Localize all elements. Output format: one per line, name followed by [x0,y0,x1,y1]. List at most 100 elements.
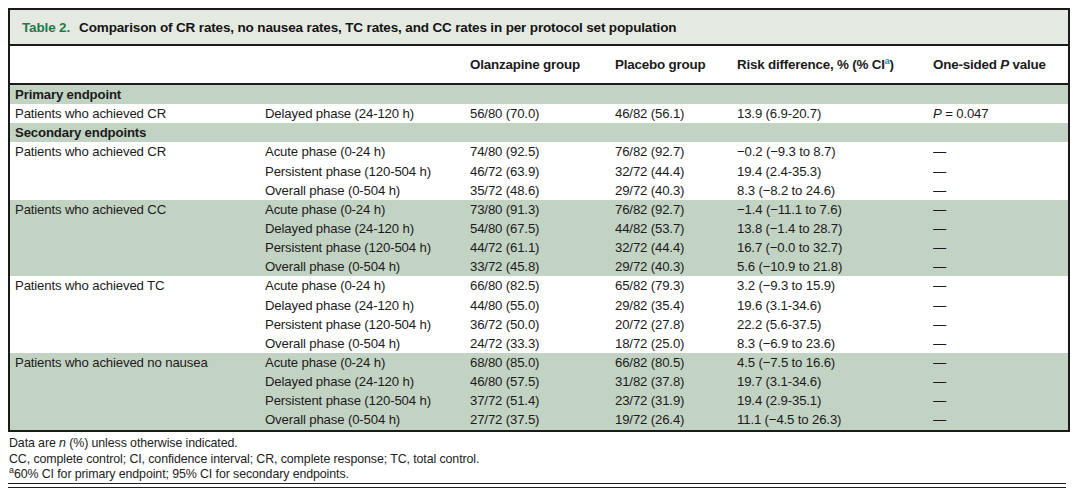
footnote-ci-note: a60% CI for primary endpoint; 95% CI for… [9,467,1067,483]
phase-cell: Overall phase (0-504 h) [265,412,470,427]
olanzapine-cell: 44/80 (55.0) [470,298,615,313]
phase-cell: Persistent phase (120-504 h) [265,164,470,179]
endpoint-cell: Patients who achieved no nausea [10,355,265,370]
pvalue-cell: P = 0.047 [933,106,1068,121]
table-number-label: Table 2. [22,20,70,35]
endpoint-cell: Patients who achieved CC [10,202,265,217]
placebo-cell: 44/82 (53.7) [615,221,737,236]
risk-difference-cell: 13.9 (6.9-20.7) [737,106,933,121]
phase-cell: Delayed phase (24-120 h) [265,221,470,236]
footnote3-text: 60% CI for primary endpoint; 95% CI for … [14,467,349,481]
olanzapine-cell: 44/72 (61.1) [470,240,615,255]
pvalue-cell: — [933,412,1068,427]
bottom-double-rule [8,483,1066,488]
column-header-placebo-group: Placebo group [615,57,737,72]
table-row: Persistent phase (120-504 h)37/72 (51.4)… [10,391,1068,410]
pvalue-cell: — [933,259,1068,274]
olanzapine-cell: 46/80 (57.5) [470,374,615,389]
section-label: Secondary endpoints [10,125,1068,140]
risk-difference-cell: 19.7 (3.1-34.6) [737,374,933,389]
risk-difference-cell: −1.4 (−11.1 to 7.6) [737,202,933,217]
column-header-risk-difference: Risk difference, % (% CIa) [737,57,933,72]
olanzapine-cell: 33/72 (45.8) [470,259,615,274]
pvalue-cell: — [933,317,1068,332]
olanzapine-cell: 73/80 (91.3) [470,202,615,217]
endpoint-cell: Patients who achieved CR [10,106,265,121]
placebo-cell: 29/82 (35.4) [615,298,737,313]
placebo-cell: 29/72 (40.3) [615,259,737,274]
pvalue-cell: — [933,240,1068,255]
pvalue-header-pre: One-sided [933,57,1000,72]
phase-cell: Acute phase (0-24 h) [265,144,470,159]
phase-cell: Acute phase (0-24 h) [265,202,470,217]
placebo-cell: 32/72 (44.4) [615,240,737,255]
table-row: Delayed phase (24-120 h)46/80 (57.5)31/8… [10,372,1068,391]
risk-difference-cell: 22.2 (5.6-37.5) [737,317,933,332]
placebo-cell: 46/82 (56.1) [615,106,737,121]
placebo-cell: 65/82 (79.3) [615,278,737,293]
column-header-row: Olanzapine group Placebo group Risk diff… [10,46,1068,85]
table-row: Persistent phase (120-504 h)36/72 (50.0)… [10,315,1068,334]
olanzapine-cell: 35/72 (48.6) [470,183,615,198]
table-row: Patients who achieved CCAcute phase (0-2… [10,200,1068,219]
endpoint-cell: Patients who achieved CR [10,144,265,159]
risk-difference-cell: 19.6 (3.1-34.6) [737,298,933,313]
risk-difference-cell: 8.3 (−6.9 to 23.6) [737,336,933,351]
pvalue-cell: — [933,278,1068,293]
placebo-cell: 18/72 (25.0) [615,336,737,351]
phase-cell: Overall phase (0-504 h) [265,336,470,351]
phase-cell: Persistent phase (120-504 h) [265,317,470,332]
table-row: Overall phase (0-504 h)35/72 (48.6)29/72… [10,181,1068,200]
placebo-cell: 31/82 (37.8) [615,374,737,389]
pvalue-cell: — [933,336,1068,351]
risk-difference-cell: 19.4 (2.4-35.3) [737,164,933,179]
placebo-cell: 20/72 (27.8) [615,317,737,332]
table-row: Patients who achieved CRAcute phase (0-2… [10,142,1068,161]
pvalue-cell: — [933,374,1068,389]
phase-cell: Persistent phase (120-504 h) [265,393,470,408]
pvalue-cell: — [933,221,1068,236]
olanzapine-cell: 68/80 (85.0) [470,355,615,370]
risk-header-text: Risk difference, % (% CI [737,57,885,72]
table-row: Patients who achieved no nauseaAcute pha… [10,353,1068,372]
table-row: Persistent phase (120-504 h)44/72 (61.1)… [10,238,1068,257]
table-title-bar: Table 2. Comparison of CR rates, no naus… [10,10,1068,46]
phase-cell: Acute phase (0-24 h) [265,355,470,370]
section-header-row: Primary endpoint [10,85,1068,104]
pvalue-header-p-italic: P [1000,57,1009,72]
risk-difference-cell: 3.2 (−9.3 to 15.9) [737,278,933,293]
pvalue-cell: — [933,393,1068,408]
olanzapine-cell: 27/72 (37.5) [470,412,615,427]
phase-cell: Persistent phase (120-504 h) [265,240,470,255]
placebo-cell: 76/82 (92.7) [615,144,737,159]
phase-cell: Overall phase (0-504 h) [265,183,470,198]
footnote-data-note: Data are n (%) unless otherwise indicate… [9,436,1067,452]
footnote1-n-italic: n [59,436,66,450]
footnote-abbreviations: CC, complete control; CI, confidence int… [9,452,1067,468]
placebo-cell: 19/72 (26.4) [615,412,737,427]
table-row: Delayed phase (24-120 h)44/80 (55.0)29/8… [10,296,1068,315]
phase-cell: Delayed phase (24-120 h) [265,298,470,313]
pvalue-header-post: value [1009,57,1046,72]
olanzapine-cell: 37/72 (51.4) [470,393,615,408]
risk-difference-cell: 11.1 (−4.5 to 26.3) [737,412,933,427]
section-label: Primary endpoint [10,87,1068,102]
olanzapine-cell: 36/72 (50.0) [470,317,615,332]
table-row: Overall phase (0-504 h)27/72 (37.5)19/72… [10,410,1068,429]
phase-cell: Overall phase (0-504 h) [265,259,470,274]
pvalue-cell: — [933,183,1068,198]
footnote1-post: (%) unless otherwise indicated. [66,436,238,450]
endpoint-cell: Patients who achieved TC [10,278,265,293]
table-row: Overall phase (0-504 h)33/72 (45.8)29/72… [10,257,1068,276]
risk-header-close-paren: ) [890,57,894,72]
table-row: Overall phase (0-504 h)24/72 (33.3)18/72… [10,334,1068,353]
placebo-cell: 66/82 (80.5) [615,355,737,370]
pvalue-cell: — [933,298,1068,313]
phase-cell: Acute phase (0-24 h) [265,278,470,293]
phase-cell: Delayed phase (24-120 h) [265,106,470,121]
table-footnotes: Data are n (%) unless otherwise indicate… [9,436,1067,483]
table-row: Persistent phase (120-504 h)46/72 (63.9)… [10,162,1068,181]
placebo-cell: 29/72 (40.3) [615,183,737,198]
olanzapine-cell: 66/80 (82.5) [470,278,615,293]
olanzapine-cell: 74/80 (92.5) [470,144,615,159]
